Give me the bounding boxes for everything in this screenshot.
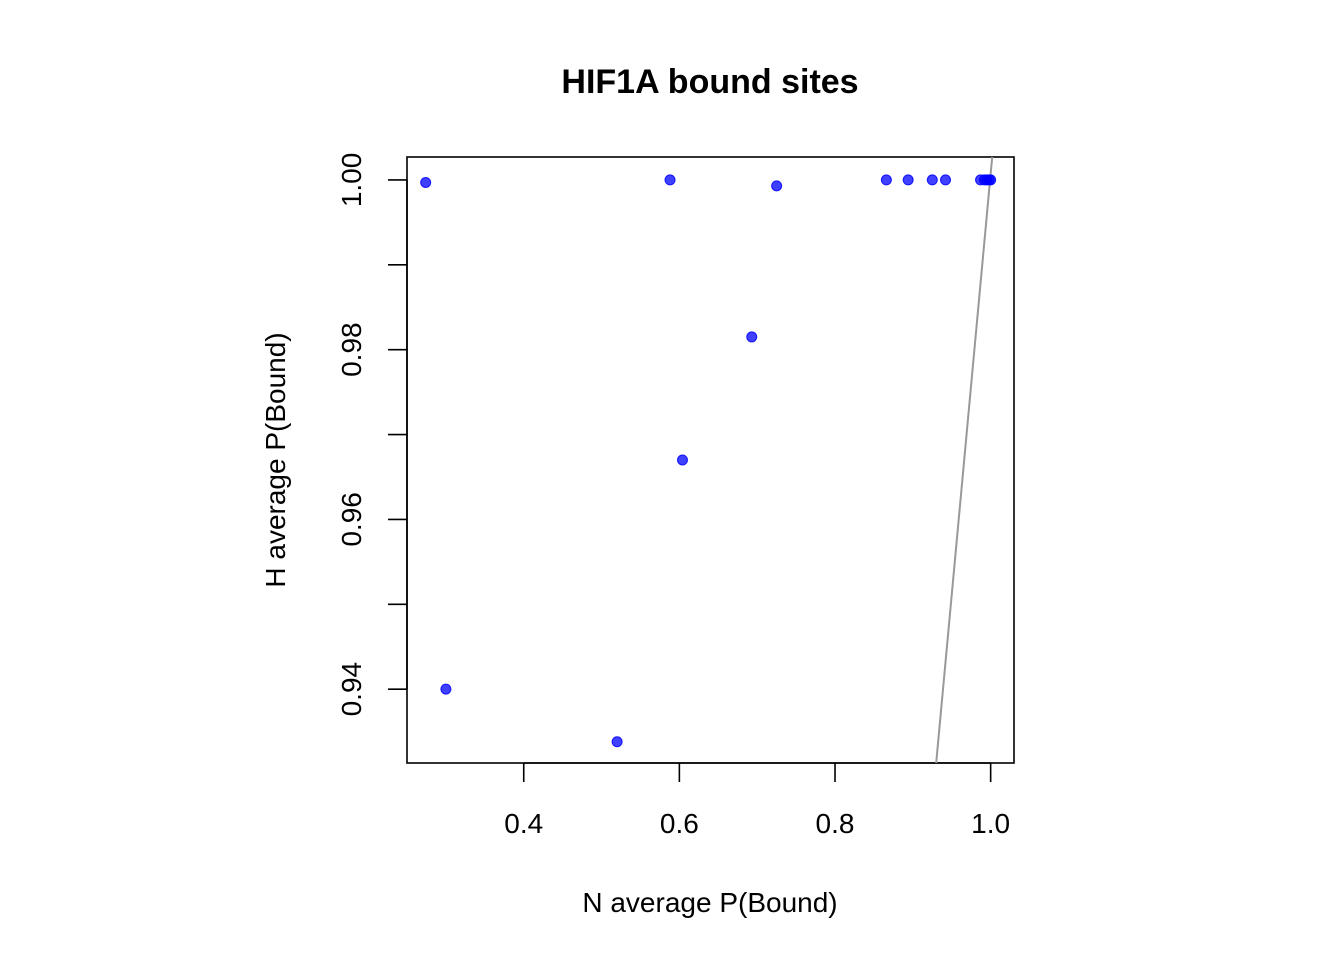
x-axis-label: N average P(Bound) [582,887,837,918]
data-point [902,174,914,186]
x-axis: 0.4 0.6 0.8 1.0 [504,762,1010,839]
x-tick-label: 0.6 [660,808,699,839]
data-point [440,683,452,695]
x-tick-label: 0.8 [816,808,855,839]
reference-line [935,156,994,764]
reference-line-layer [935,156,994,764]
x-tick-label: 0.4 [504,808,543,839]
data-point [940,174,952,186]
data-point [420,176,432,188]
plot-frame [406,156,1015,764]
data-point [664,174,676,186]
y-tick-label: 1.00 [336,153,367,208]
chart-title: HIF1A bound sites [561,63,858,101]
data-point [746,331,758,343]
data-point [985,174,997,186]
data-point [771,180,783,192]
data-point [926,174,938,186]
data-point [611,736,623,748]
data-point [676,454,688,466]
data-point [880,174,892,186]
y-axis-label: H average P(Bound) [260,332,291,587]
y-tick-label: 0.94 [336,662,367,717]
points-layer [420,174,997,748]
x-tick-label: 1.0 [971,808,1010,839]
y-axis: 0.94 0.96 0.98 1.00 [336,153,408,717]
y-tick-label: 0.96 [336,492,367,547]
y-tick-label: 0.98 [336,322,367,377]
